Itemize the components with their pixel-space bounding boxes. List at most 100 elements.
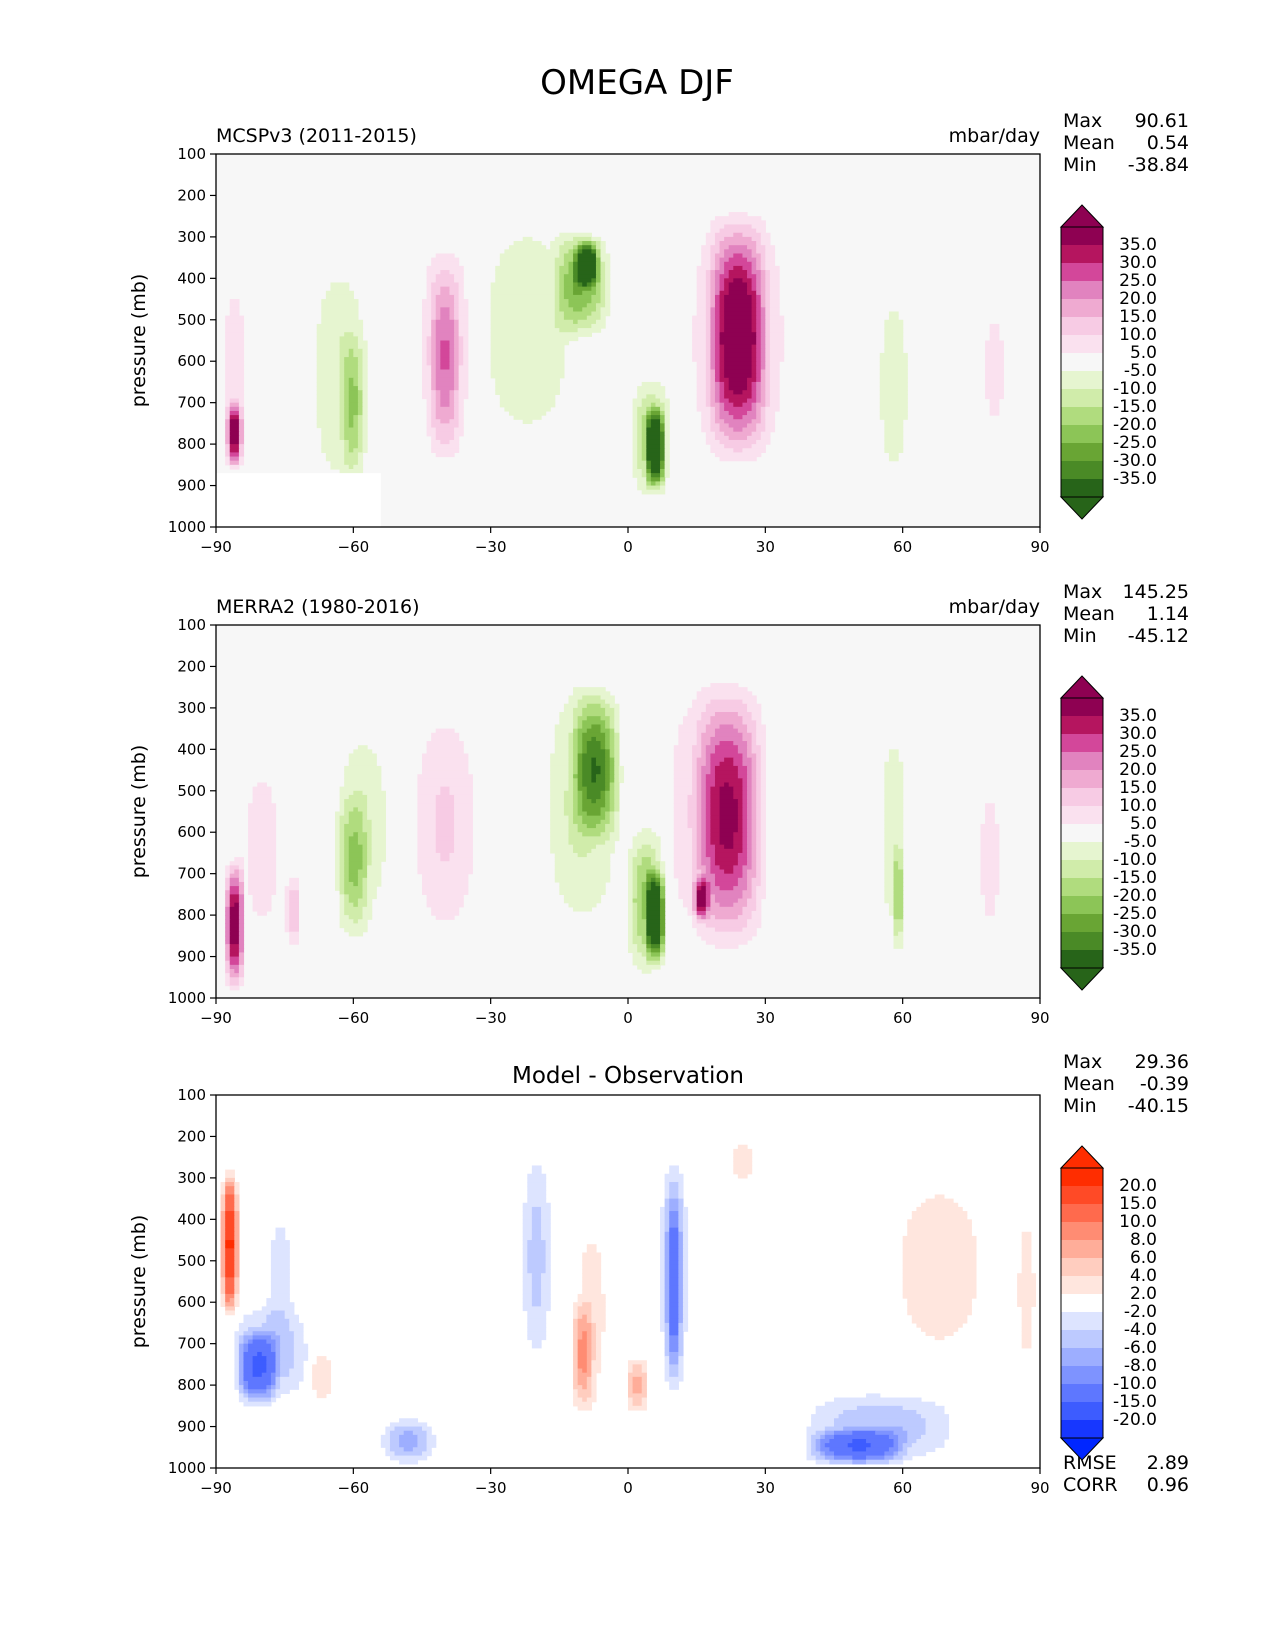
contour-cell (563, 898, 602, 904)
contour-cell (412, 1447, 428, 1453)
contour-cell (541, 1215, 551, 1220)
contour-cell (756, 381, 762, 387)
contour-cell (225, 1215, 235, 1220)
contour-cell (582, 749, 588, 755)
contour-cell (417, 1438, 428, 1444)
contour-cell (879, 394, 908, 400)
contour-cell (893, 1443, 899, 1448)
contour-cell (495, 274, 556, 279)
contour-cell (339, 790, 354, 796)
colorbar-swatch (1061, 299, 1103, 318)
colorbar-label: 10.0 (1119, 1212, 1157, 1232)
contour-cell (765, 357, 771, 362)
contour-cell (229, 464, 240, 470)
contour-cell (884, 832, 904, 837)
contour-cell (765, 402, 771, 408)
contour-cell (527, 1264, 547, 1270)
contour-cell (701, 741, 711, 746)
contour-cell (238, 1385, 245, 1390)
contour-cell (660, 460, 666, 466)
contour-cell (705, 761, 711, 767)
contour-cell (628, 890, 634, 895)
contour-cell (898, 1451, 908, 1457)
contour-cell (600, 261, 606, 267)
contour-cell (554, 732, 570, 738)
contour-cell (513, 241, 542, 246)
contour-cell (733, 724, 748, 730)
contour-cell (751, 236, 762, 242)
contour-cell (678, 732, 698, 738)
contour-cell (225, 1281, 235, 1287)
contour-cell (902, 1426, 927, 1432)
contour-cell (664, 1306, 670, 1312)
contour-cell (600, 307, 611, 313)
contour-cell (591, 1339, 597, 1345)
contour-cell (765, 381, 771, 387)
contour-cell (650, 468, 661, 474)
contour-cell (724, 299, 753, 304)
colorbar-swatch (1061, 770, 1103, 789)
contour-cell (641, 902, 647, 908)
contour-cell (719, 357, 725, 362)
contour-cell (714, 332, 721, 337)
contour-cell (893, 881, 904, 887)
contour-cell (554, 294, 560, 300)
contour-cell (577, 741, 583, 746)
contour-cell (431, 282, 460, 288)
contour-cell (458, 286, 464, 292)
contour-cell (348, 811, 364, 817)
contour-cell (710, 415, 716, 420)
colorbar-swatch (1061, 353, 1103, 372)
contour-cell (985, 811, 995, 817)
contour-cell (568, 732, 574, 738)
contour-cell (449, 315, 455, 321)
contour-cell (234, 1260, 240, 1266)
contour-cell (742, 782, 748, 788)
contour-cell (884, 828, 904, 833)
contour-cell (765, 352, 771, 358)
colorbar-swatch (1061, 1420, 1103, 1439)
contour-cell (225, 1310, 235, 1316)
contour-cell (225, 919, 231, 924)
contour-cell (458, 294, 464, 300)
contour-cell (266, 1368, 277, 1374)
contour-cell (229, 423, 240, 429)
contour-cell (225, 406, 231, 412)
contour-cell (893, 1455, 904, 1461)
y-tick-label: 700 (177, 865, 206, 883)
contour-cell (678, 1227, 684, 1233)
contour-cell (902, 1273, 977, 1278)
contour-cell (335, 828, 341, 833)
contour-cell (577, 732, 583, 738)
contour-cell (714, 861, 739, 866)
contour-cell (747, 707, 762, 713)
contour-cell (747, 848, 753, 854)
contour-cell (435, 915, 455, 920)
contour-cell (742, 803, 748, 808)
contour-cell (431, 402, 437, 408)
contour-cell (348, 761, 377, 767)
contour-cell (550, 815, 570, 821)
contour-cell (339, 340, 359, 346)
contour-cell (426, 745, 464, 750)
contour-cell (243, 1335, 254, 1341)
contour-cell (248, 1347, 272, 1353)
contour-cell (225, 390, 245, 395)
contour-cell (696, 311, 707, 317)
contour-cell (628, 877, 634, 883)
contour-cell (522, 1256, 528, 1262)
contour-cell (522, 1206, 533, 1212)
contour-cell (710, 765, 716, 771)
contour-cell (357, 435, 364, 441)
contour-cell (719, 823, 739, 829)
contour-cell (714, 774, 739, 779)
contour-cell (220, 1269, 226, 1274)
contour-cell (760, 774, 766, 779)
contour-cell (834, 1422, 927, 1428)
contour-cell (289, 1322, 304, 1328)
contour-cell (646, 877, 652, 883)
contour-cell (760, 765, 766, 771)
contour-cell (884, 431, 904, 437)
contour-cell (678, 1310, 684, 1316)
contour-cell (756, 257, 762, 263)
